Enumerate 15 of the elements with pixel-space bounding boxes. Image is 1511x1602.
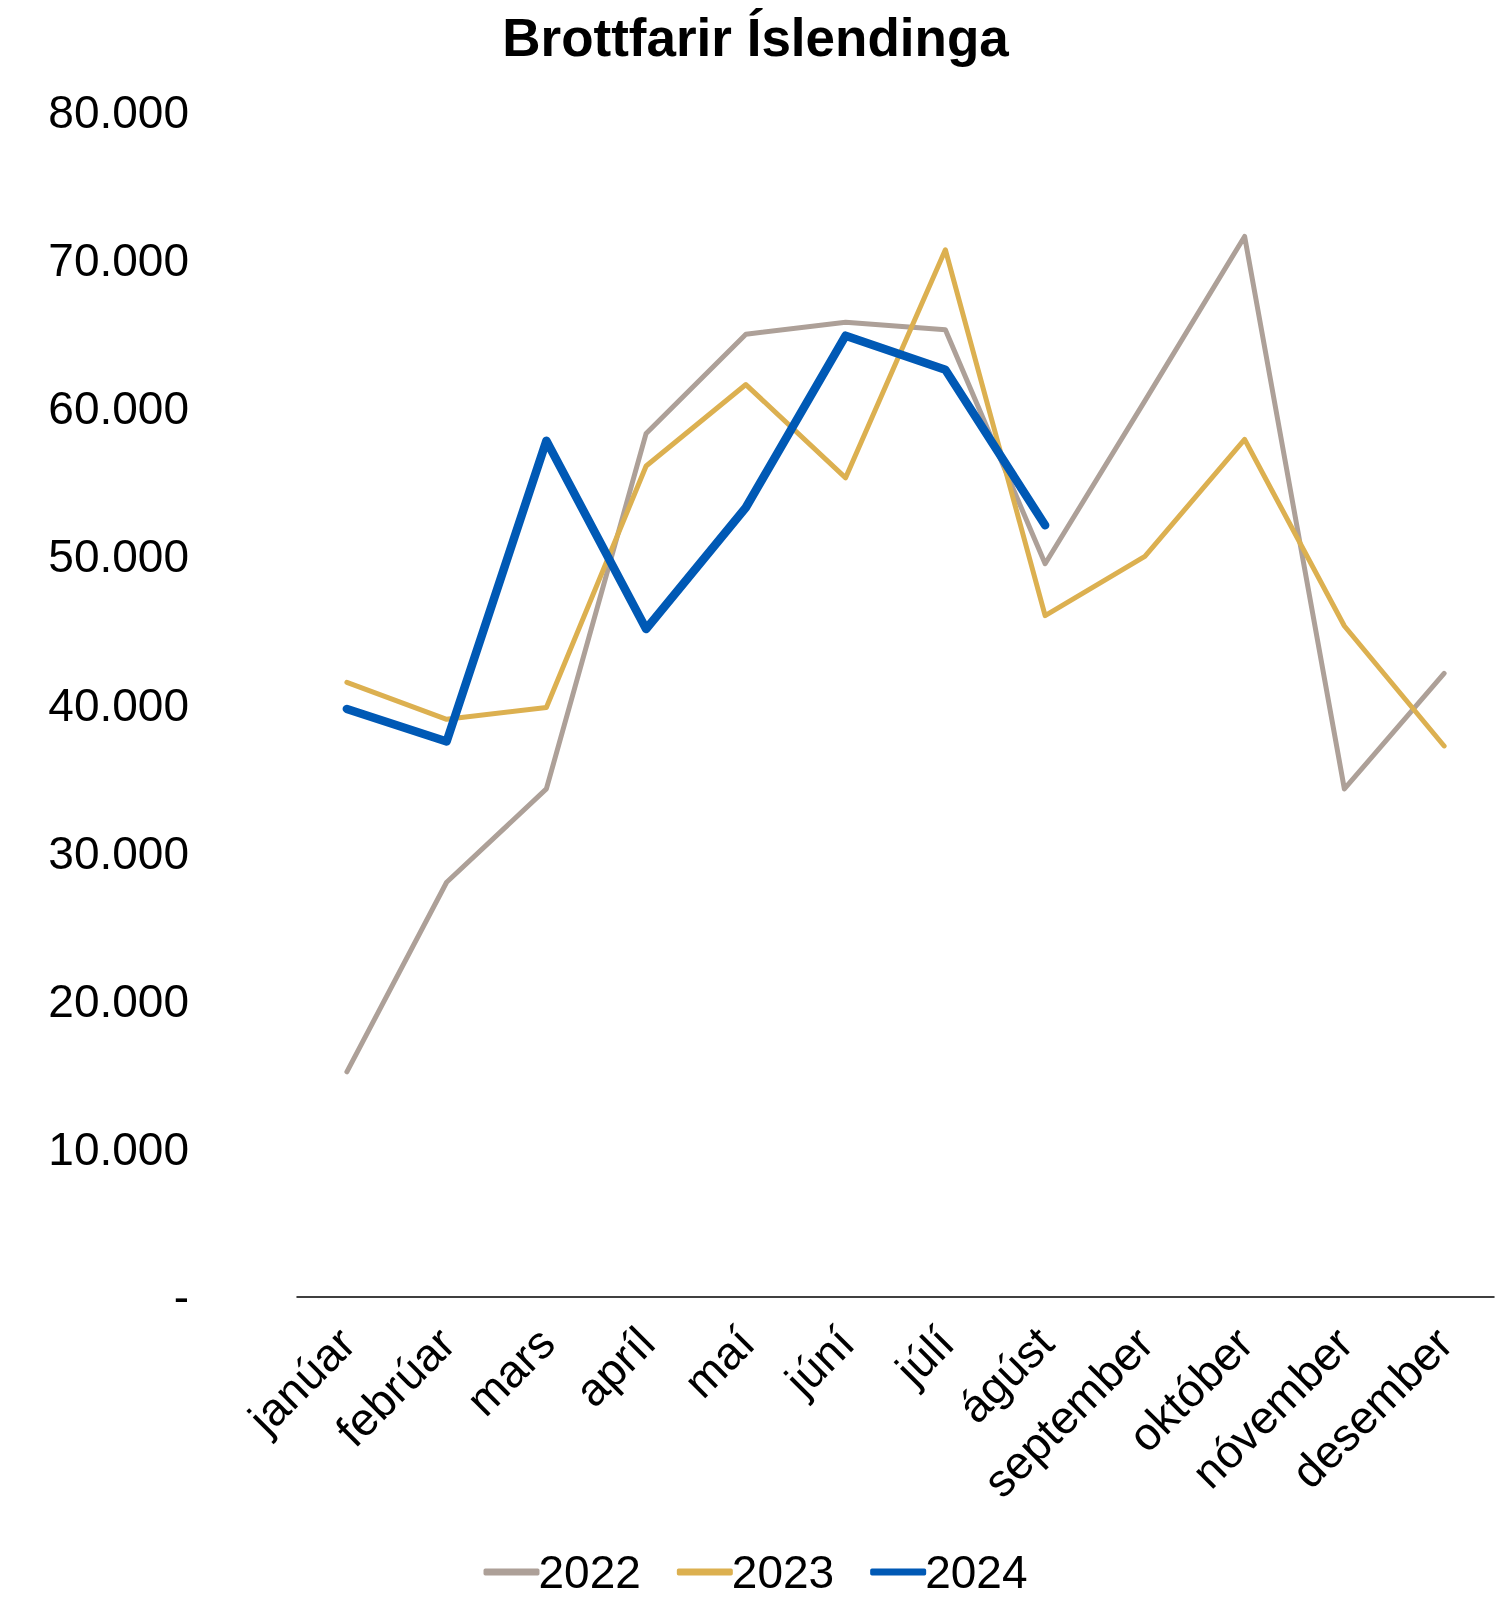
y-tick-label: 80.000 bbox=[48, 86, 189, 138]
y-tick-label: 40.000 bbox=[48, 678, 189, 731]
legend-label: 2024 bbox=[925, 1546, 1028, 1598]
legend-label: 2022 bbox=[538, 1546, 641, 1598]
y-tick-label: 20.000 bbox=[48, 974, 189, 1027]
y-tick-label: 10.000 bbox=[48, 1122, 189, 1175]
legend-label: 2023 bbox=[731, 1546, 835, 1598]
y-tick-label: 70.000 bbox=[48, 234, 189, 287]
y-tick-label: 50.000 bbox=[48, 530, 189, 583]
y-tick-label: 30.000 bbox=[48, 826, 189, 879]
chart-title: Brottfarir Íslendinga bbox=[502, 8, 1010, 67]
x-tick-label: júlí bbox=[884, 1316, 964, 1397]
x-tick-label: maí bbox=[673, 1316, 765, 1408]
y-tick-label: 60.000 bbox=[48, 382, 189, 435]
y-tick-label: - bbox=[173, 1271, 189, 1323]
